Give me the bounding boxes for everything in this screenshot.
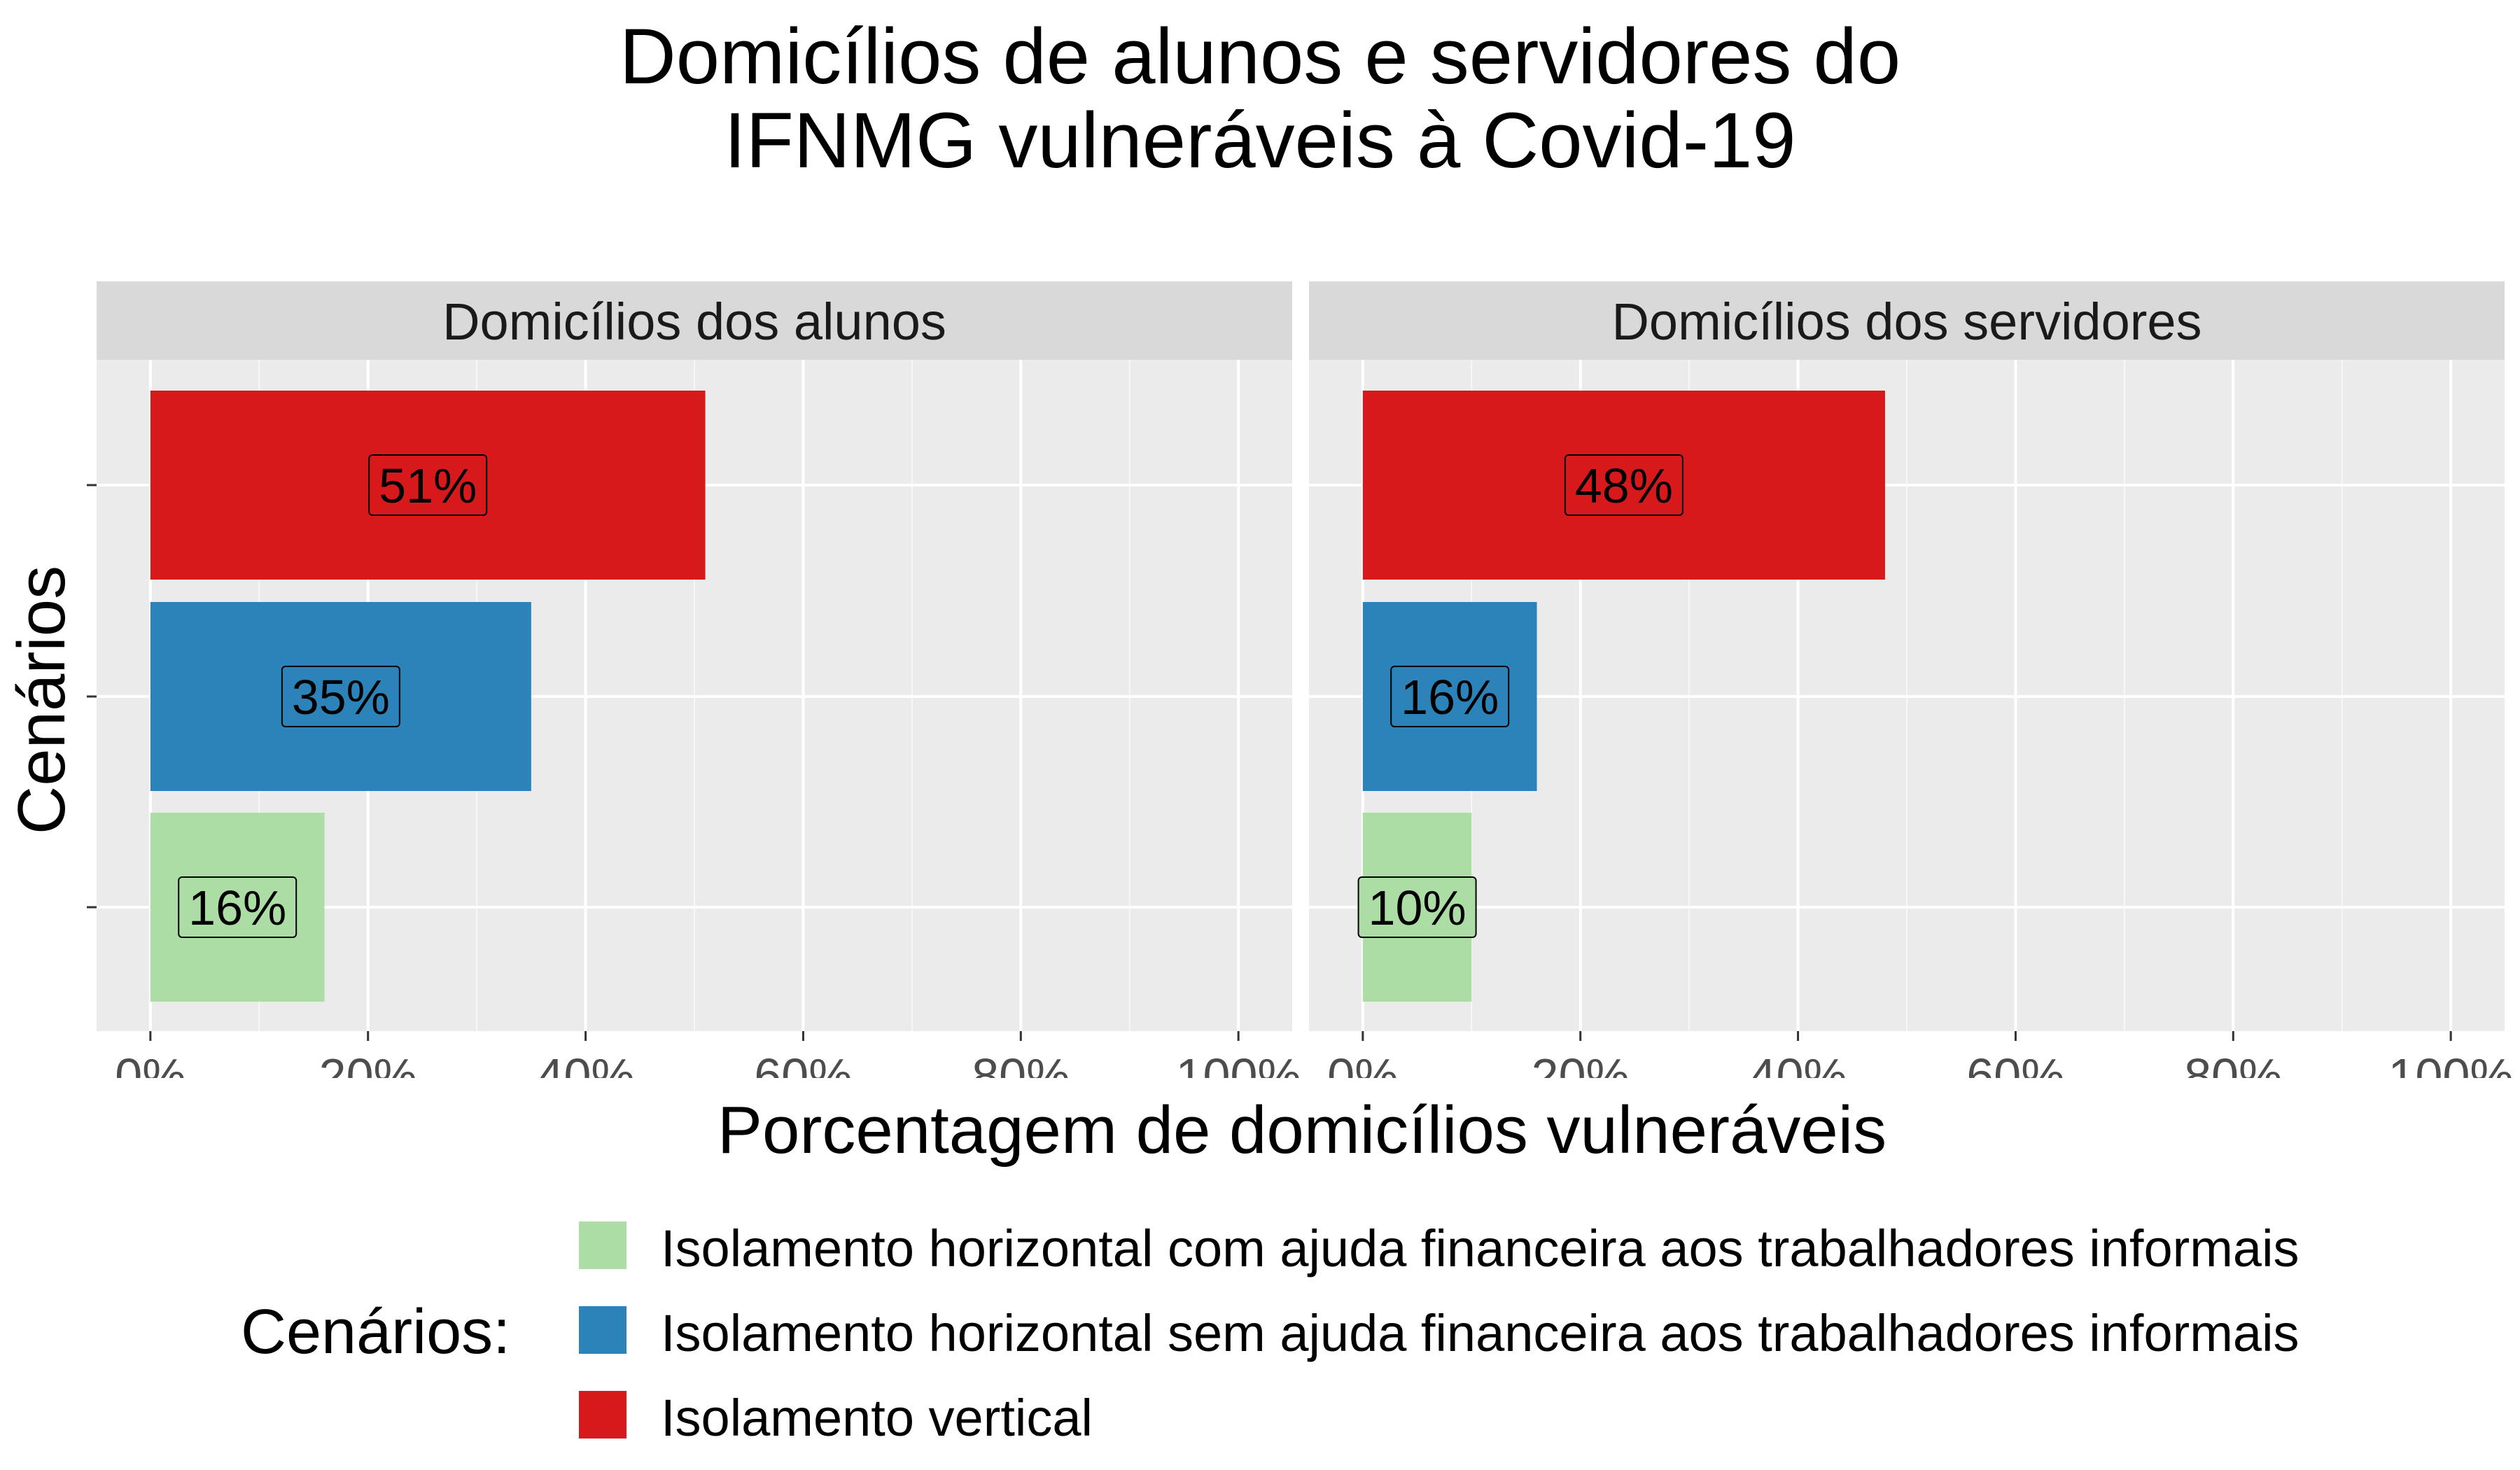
data-label-box	[1564, 454, 1684, 516]
data-label-text: 16%	[188, 881, 286, 935]
legend-label: Isolamento vertical	[661, 1389, 1093, 1447]
x-tick-label: 60%	[754, 1049, 852, 1078]
x-tick-label: 20%	[1532, 1049, 1630, 1078]
data-label-box	[1390, 666, 1510, 727]
facet-strip-label: Domicílios dos alunos	[442, 293, 946, 351]
facet-strip-label: Domicílios dos servidores	[1611, 293, 2202, 351]
x-tick-label: 0%	[1327, 1049, 1398, 1078]
legend-title: Cenários:	[241, 1297, 511, 1367]
data-label-text: 51%	[379, 458, 477, 513]
chart-title-line-2: IFNMG vulneráveis à Covid-19	[724, 97, 1796, 184]
facet-strip	[1309, 281, 2505, 360]
legend-key	[579, 1222, 626, 1269]
x-tick-label: 0%	[115, 1049, 186, 1078]
x-tick-label: 40%	[537, 1049, 635, 1078]
data-label-text: 16%	[1401, 670, 1499, 724]
data-label: 35%	[281, 666, 400, 727]
data-label: 16%	[178, 876, 298, 938]
x-tick-label: 60%	[1966, 1049, 2064, 1078]
facet-strip	[97, 281, 1292, 360]
x-tick-label: 40%	[1749, 1049, 1847, 1078]
data-label: 16%	[1390, 666, 1510, 727]
data-label: 48%	[1564, 454, 1684, 516]
legend-label: Isolamento horizontal sem ajuda financei…	[661, 1304, 2300, 1362]
data-label-box	[1357, 876, 1477, 938]
x-tick-label: 20%	[319, 1049, 417, 1078]
plot-area: Domicílios dos alunos 51% 35% 16% 0% 20% 40% 60…	[87, 281, 2514, 1078]
data-label-text: 35%	[292, 670, 390, 724]
legend-label: Isolamento horizontal com ajuda financei…	[661, 1219, 2300, 1278]
data-label-box	[368, 454, 488, 516]
data-label-box	[178, 876, 298, 938]
x-axis-title: Porcentagem de domicílios vulneráveis	[717, 1093, 1887, 1168]
x-tick-label: 100%	[1176, 1049, 1301, 1078]
chart-title-line-1: Domicílios de alunos e servidores do	[619, 13, 1901, 100]
legend-key	[579, 1306, 626, 1354]
data-label-box	[281, 666, 400, 727]
x-tick-label: 100%	[2388, 1049, 2514, 1078]
data-label-text: 10%	[1368, 881, 1466, 935]
legend-key	[579, 1391, 626, 1438]
data-label-text: 48%	[1575, 458, 1673, 513]
data-label: 10%	[1357, 876, 1477, 938]
x-tick-label: 80%	[2184, 1049, 2282, 1078]
x-tick-label: 80%	[972, 1049, 1070, 1078]
data-label: 51%	[368, 454, 488, 516]
